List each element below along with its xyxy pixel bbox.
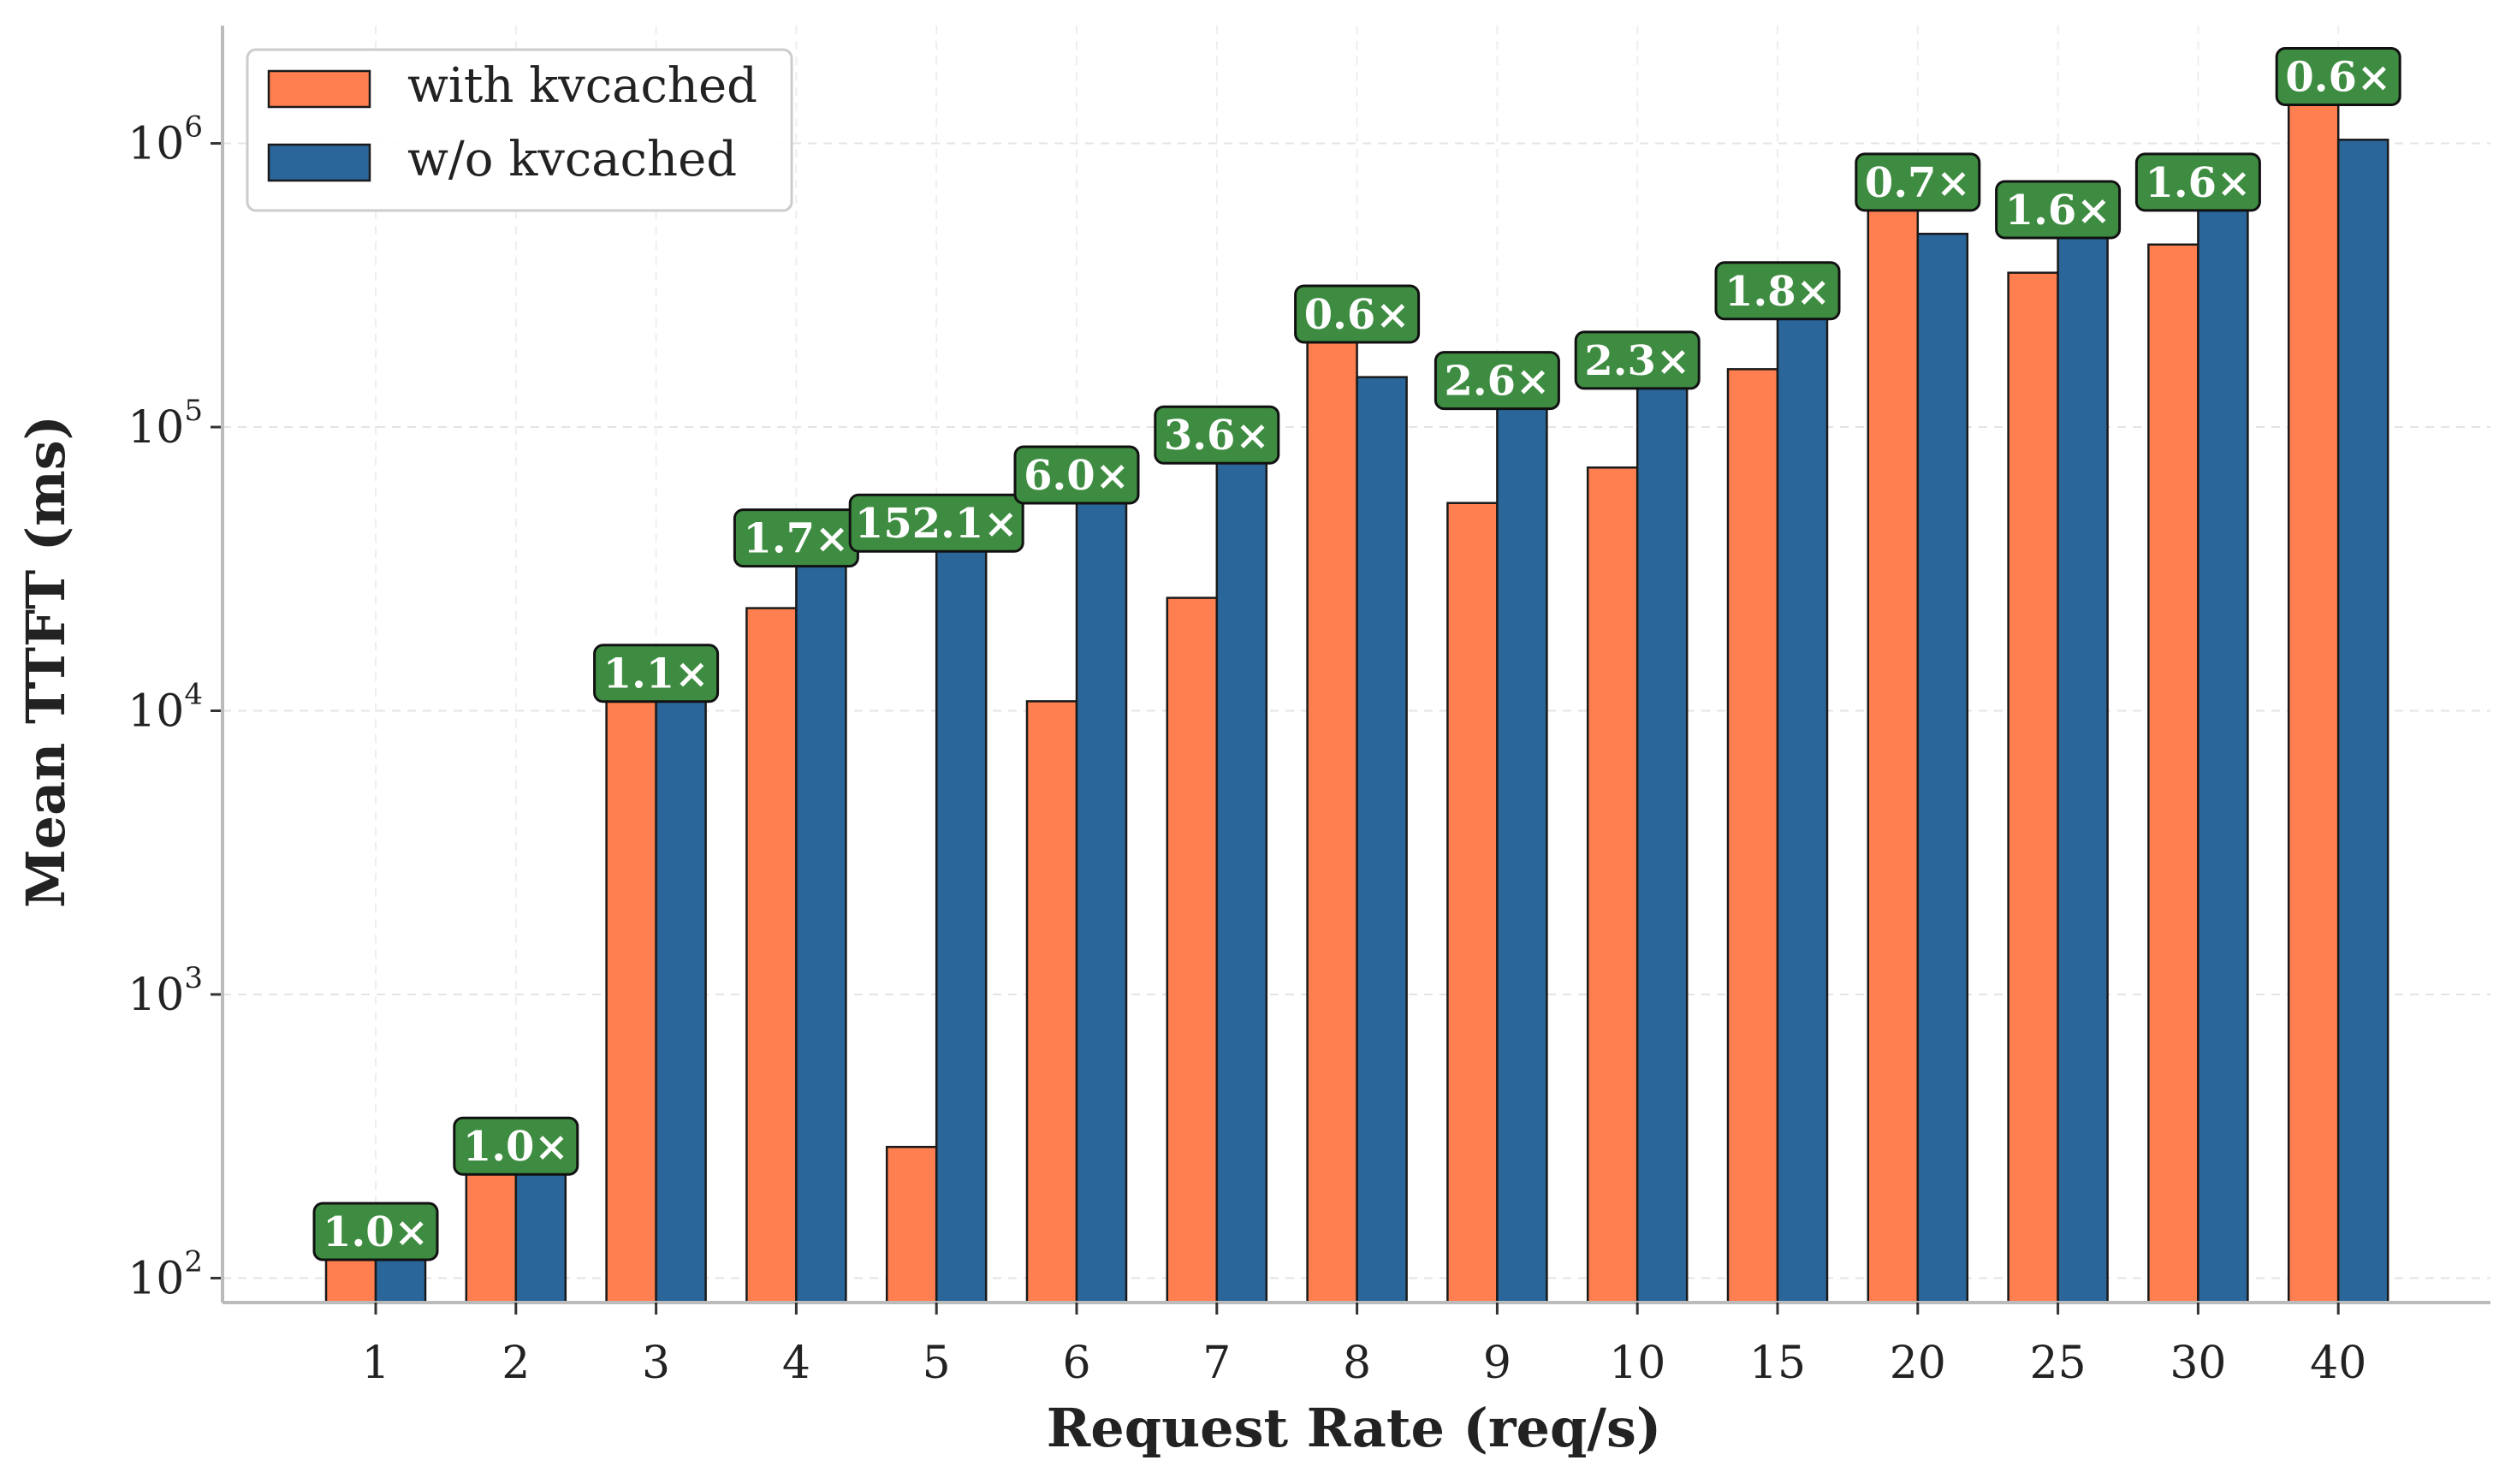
bar-without-kvcached <box>1075 478 1128 1304</box>
legend-swatch <box>267 69 371 109</box>
speedup-badge <box>1995 180 2122 240</box>
bar-with-kvcached <box>1586 466 1639 1304</box>
x-tick-label: 8 <box>1343 1338 1371 1389</box>
x-tick-label: 25 <box>2030 1338 2087 1389</box>
bar-without-kvcached <box>1916 232 1969 1304</box>
bar-with-kvcached <box>605 689 657 1304</box>
speedup-badge <box>1294 284 1421 344</box>
bar-with-kvcached <box>2007 271 2059 1304</box>
bar-with-kvcached <box>1726 368 1779 1304</box>
y-axis-title: Mean TTFT (ms) <box>15 415 77 908</box>
y-tick-label: 106 <box>128 110 203 170</box>
bar-with-kvcached <box>885 1145 938 1304</box>
speedup-badge <box>848 493 1024 553</box>
x-tick-label: 20 <box>1890 1338 1946 1389</box>
bar-with-kvcached <box>1446 502 1499 1304</box>
speedup-badge <box>312 1202 439 1261</box>
y-tick-label: 102 <box>128 1244 203 1304</box>
speedup-badge <box>1714 261 1841 321</box>
speedup-label: 2.6× <box>1445 358 1551 406</box>
speedup-badge <box>1574 330 1701 390</box>
bar-without-kvcached <box>2336 139 2389 1304</box>
speedup-label: 152.1× <box>855 500 1018 548</box>
speedup-badge <box>1154 405 1280 465</box>
speedup-label: 0.6× <box>2285 53 2391 101</box>
bar-without-kvcached <box>2057 213 2109 1304</box>
speedup-badge <box>453 1116 579 1176</box>
x-tick-label: 2 <box>502 1338 530 1389</box>
speedup-badge <box>2275 46 2401 106</box>
y-tick-label: 103 <box>128 961 203 1021</box>
bar-with-kvcached <box>1867 186 1920 1304</box>
x-tick-label: 4 <box>782 1338 810 1389</box>
bar-without-kvcached <box>514 1149 567 1304</box>
speedup-label: 1.6× <box>2005 187 2111 234</box>
speedup-label: 2.3× <box>1584 337 1690 385</box>
x-tick-label: 1 <box>361 1338 389 1389</box>
bar-without-kvcached <box>655 677 707 1304</box>
legend-label: with kvcached <box>407 58 757 114</box>
legend-box <box>246 48 793 212</box>
x-tick-label: 5 <box>923 1338 951 1389</box>
bar-without-kvcached <box>1776 294 1829 1304</box>
speedup-label: 1.0× <box>463 1123 569 1171</box>
x-tick-label: 3 <box>642 1338 670 1389</box>
bar-with-kvcached <box>1166 597 1219 1304</box>
bar-without-kvcached <box>1215 438 1268 1304</box>
speedup-badge <box>1855 152 1981 212</box>
speedup-label: 3.6× <box>1164 412 1270 460</box>
bar-without-kvcached <box>1635 364 1689 1304</box>
bar-with-kvcached <box>1025 700 1078 1304</box>
speedup-label: 0.7× <box>1865 159 1971 207</box>
bar-without-kvcached <box>2197 186 2249 1304</box>
x-tick-label: 40 <box>2310 1338 2366 1389</box>
speedup-badge <box>593 644 720 703</box>
bar-with-kvcached <box>1306 318 1358 1304</box>
legend: with kvcached w/o kvcached <box>246 48 793 212</box>
speedup-label: 0.6× <box>1304 291 1410 339</box>
speedup-badge <box>2134 152 2261 212</box>
x-tick-label: 10 <box>1609 1338 1665 1389</box>
speedup-label: 1.7× <box>744 515 850 563</box>
bar-without-kvcached <box>1356 376 1408 1304</box>
x-tick-label: 15 <box>1749 1338 1806 1389</box>
speedup-badge <box>1434 351 1560 411</box>
bar-without-kvcached <box>1496 384 1548 1304</box>
x-tick-label: 6 <box>1062 1338 1090 1389</box>
x-tick-label: 30 <box>2170 1338 2226 1389</box>
bars <box>324 80 2389 1304</box>
bar-without-kvcached <box>795 542 847 1304</box>
speedup-label: 1.0× <box>323 1208 429 1256</box>
x-axis-title: Request Rate (req/s) <box>1047 1397 1661 1459</box>
speedup-label: 1.6× <box>2146 159 2252 207</box>
speedup-label: 1.1× <box>603 650 709 698</box>
x-tick-label: 7 <box>1202 1338 1231 1389</box>
legend-label: w/o kvcached <box>407 132 737 187</box>
speedup-label: 1.8× <box>1724 268 1831 316</box>
speedup-label: 6.0× <box>1024 452 1130 500</box>
speedup-badge <box>1013 445 1140 505</box>
speedup-annotations: 1.0× 1.0× 1.1× 1.7× 152.1×6.0× 3.6× 0.6× 2.6× 2.… <box>312 46 2401 1261</box>
bar-without-kvcached <box>935 526 988 1304</box>
bar-with-kvcached <box>745 607 798 1304</box>
x-tick-label: 9 <box>1483 1338 1511 1389</box>
bar-with-kvcached <box>2147 243 2199 1304</box>
y-tick-label: 104 <box>128 677 203 737</box>
legend-swatch <box>267 143 371 182</box>
y-tick-label: 105 <box>128 394 203 454</box>
axes: 102 103 104 105 106 1 2 3 4 5 6 7 8 9 10 15 20 25 30 40 <box>128 26 2490 1389</box>
bar-with-kvcached <box>2287 80 2340 1304</box>
